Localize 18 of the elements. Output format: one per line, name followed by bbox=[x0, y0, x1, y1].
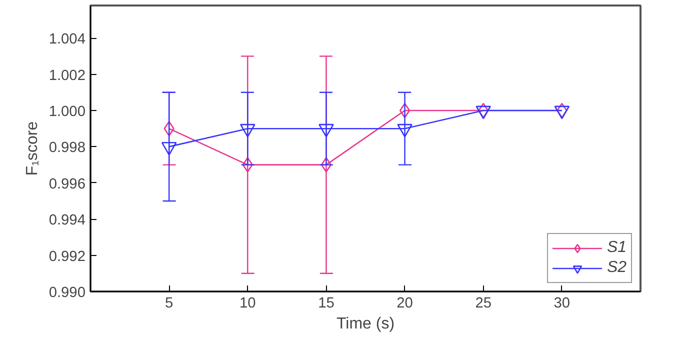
y-tick-label: 0.998 bbox=[48, 140, 86, 156]
legend-label: S2 bbox=[607, 259, 627, 277]
x-tick-label: 15 bbox=[318, 296, 334, 312]
x-tick-label: 20 bbox=[396, 296, 413, 312]
y-tick-label: 1.002 bbox=[48, 68, 86, 84]
y-tick-label: 0.990 bbox=[48, 285, 86, 301]
legend-label: S1 bbox=[607, 239, 627, 257]
y-axis-title: F₁score bbox=[24, 121, 41, 176]
y-tick-label: 1.004 bbox=[48, 32, 86, 48]
y-tick-label: 0.994 bbox=[48, 212, 86, 229]
y-tick-label: 1.000 bbox=[48, 104, 86, 120]
x-tick-label: 25 bbox=[475, 296, 492, 312]
x-tick-label: 5 bbox=[164, 296, 174, 312]
x-axis-title: Time (s) bbox=[336, 316, 395, 332]
y-tick-label: 0.992 bbox=[48, 248, 86, 265]
x-tick-label: 30 bbox=[554, 296, 570, 312]
y-tick-label: 0.996 bbox=[48, 176, 86, 192]
x-tick-label: 10 bbox=[239, 296, 256, 312]
